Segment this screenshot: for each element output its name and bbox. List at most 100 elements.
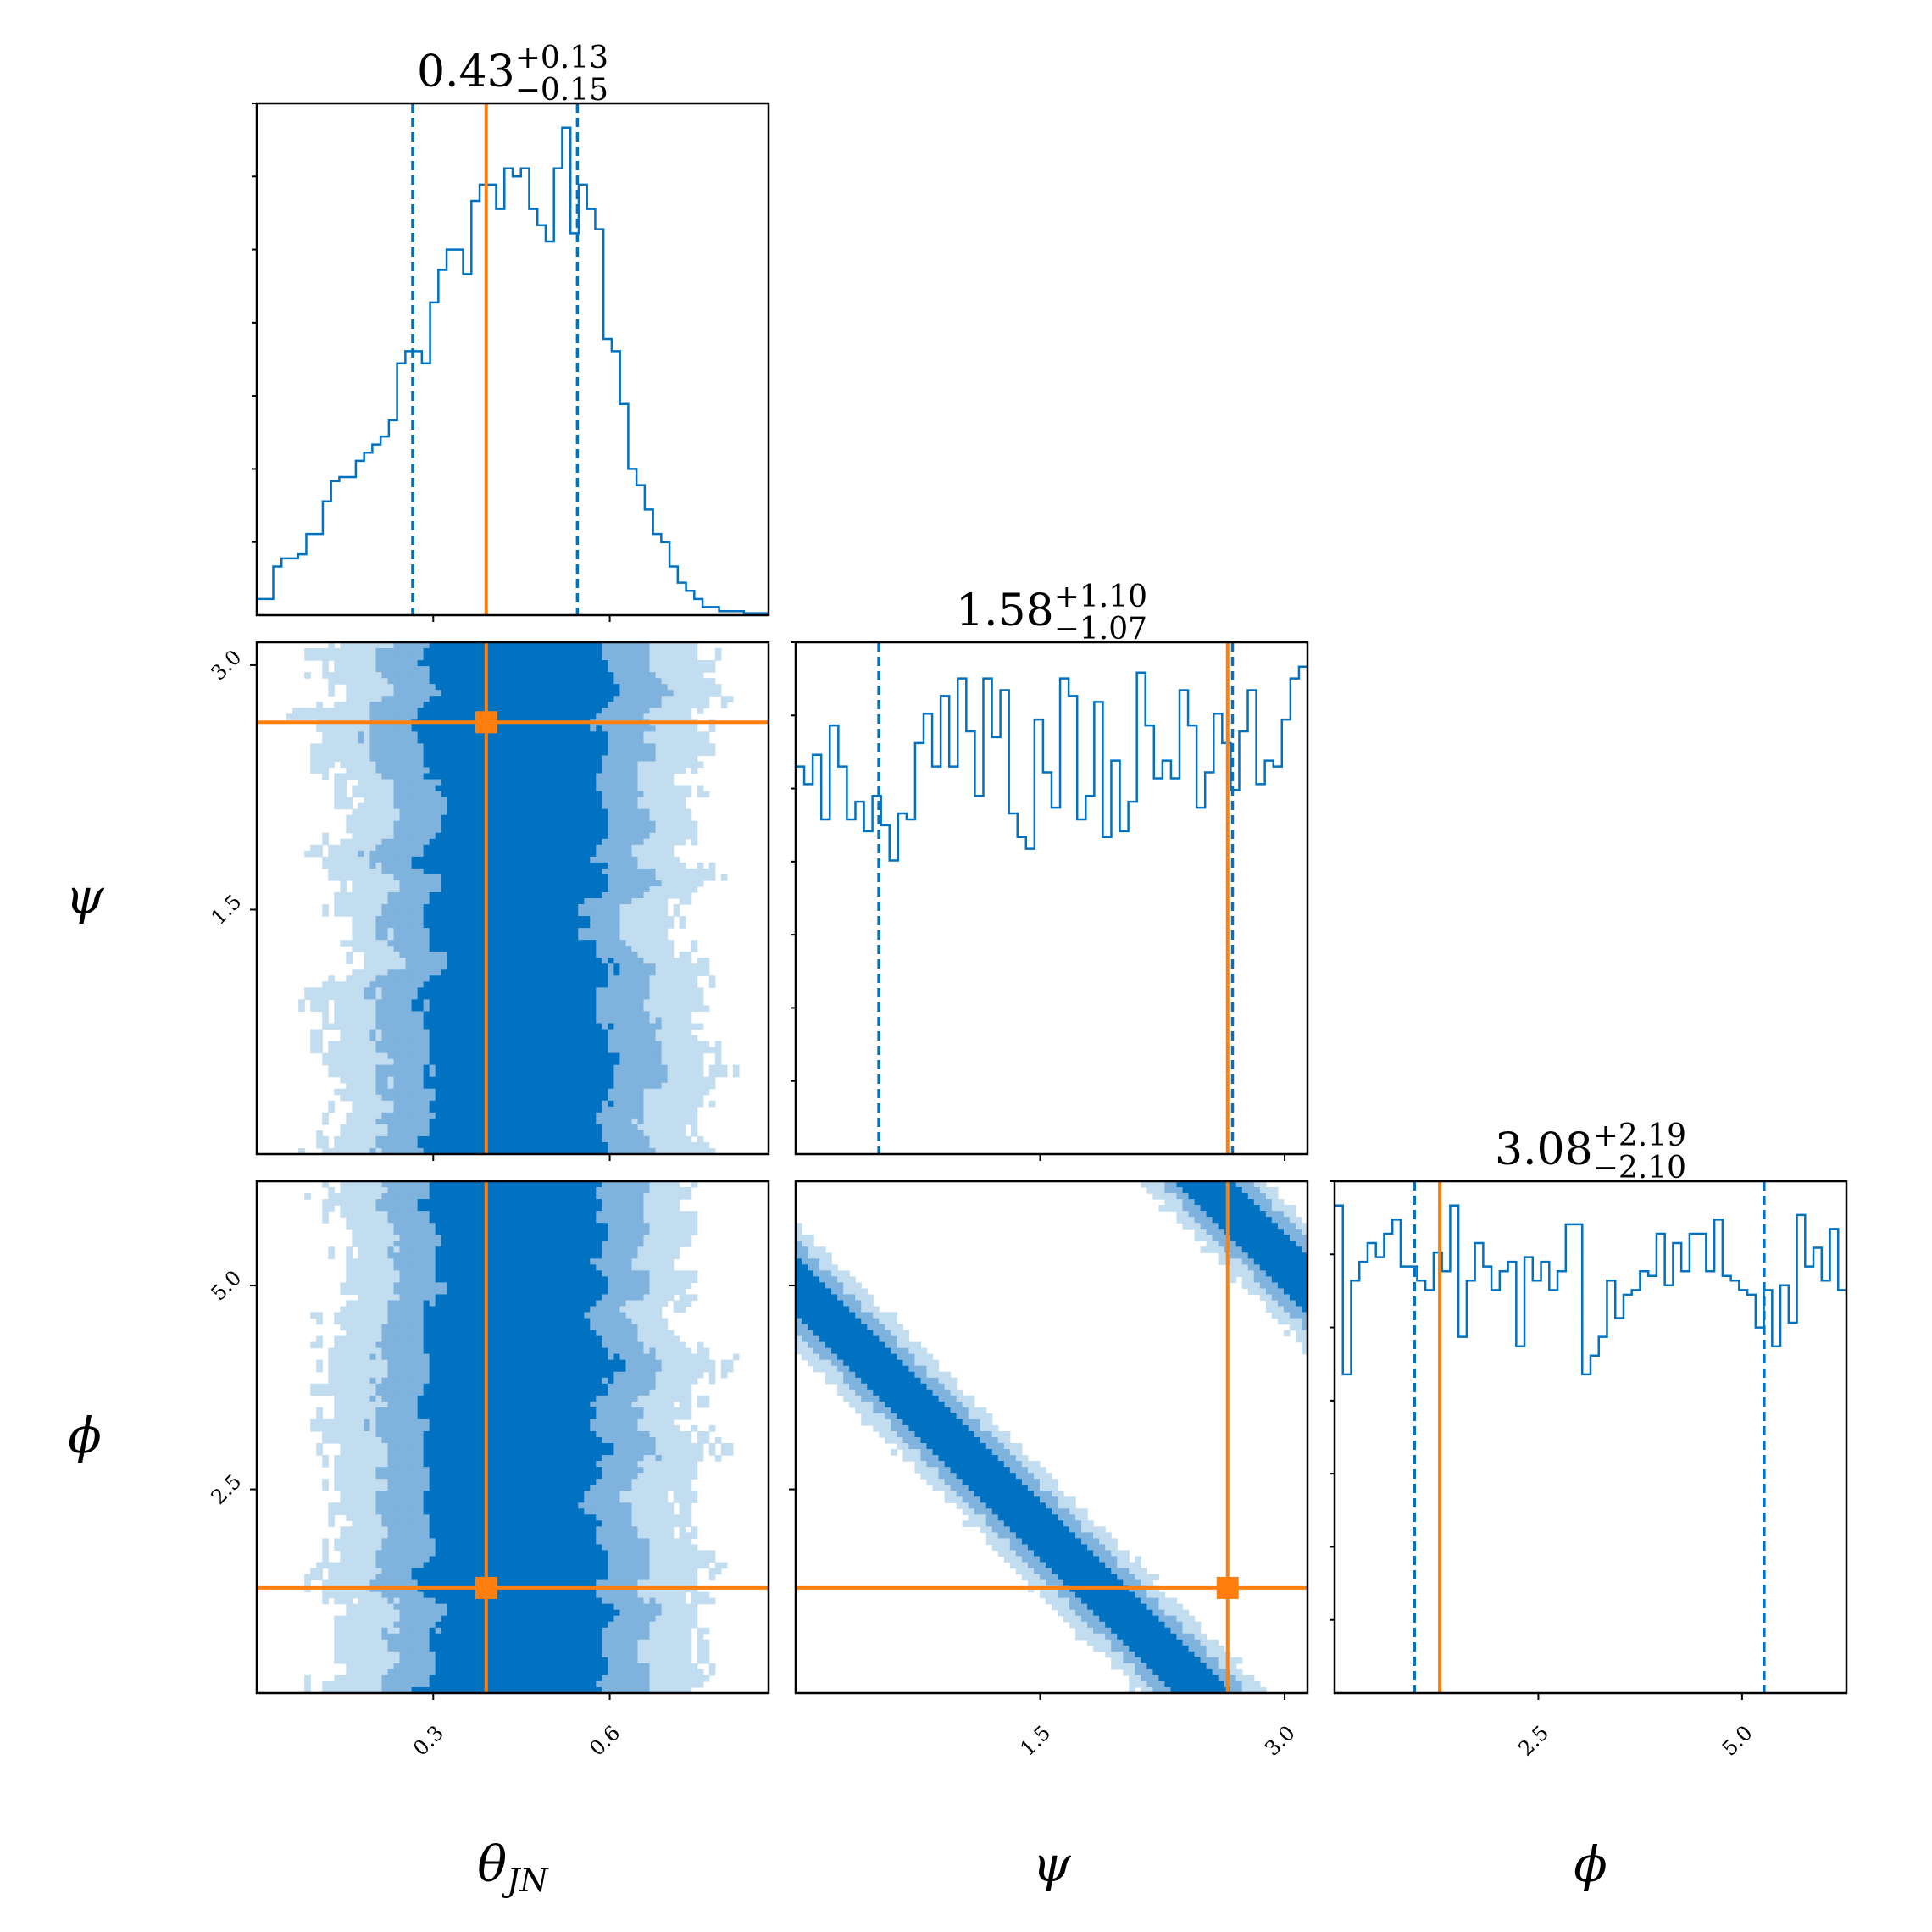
- density-cell: [387, 1135, 395, 1143]
- density-cell: [458, 844, 466, 852]
- density-cell: [500, 1141, 508, 1149]
- density-cell: [369, 702, 377, 708]
- density-cell: [596, 702, 602, 708]
- density-cell: [661, 1141, 669, 1149]
- density-cell: [525, 773, 531, 780]
- density-cell: [560, 702, 567, 708]
- density-cell: [661, 702, 669, 708]
- density-cell: [423, 987, 430, 994]
- density-cell: [340, 1046, 347, 1054]
- density-cell: [393, 779, 401, 786]
- density-cell: [631, 838, 639, 846]
- density-cell: [661, 880, 669, 887]
- density-cell: [602, 642, 608, 649]
- density-cell: [476, 820, 484, 828]
- density-cell: [369, 838, 377, 846]
- density-cell: [602, 981, 608, 988]
- density-cell: [655, 1070, 663, 1078]
- density-cell: [476, 1135, 484, 1143]
- density-cell: [548, 684, 555, 691]
- density-cell: [435, 963, 442, 970]
- density-cell: [661, 850, 669, 858]
- density-cell: [464, 1141, 472, 1149]
- density-cell: [649, 999, 657, 1007]
- density-cell: [584, 773, 591, 780]
- density-cell: [631, 891, 639, 899]
- density-cell: [417, 993, 425, 1000]
- density-cell: [602, 672, 608, 679]
- density-cell: [500, 832, 508, 840]
- density-cell: [399, 737, 407, 744]
- density-cell: [399, 844, 407, 852]
- density-cell: [619, 672, 627, 679]
- density-cell: [590, 1058, 597, 1066]
- density-cell: [417, 898, 425, 905]
- density-cell: [381, 797, 389, 804]
- density-cell: [369, 1112, 377, 1119]
- density-cell: [584, 1100, 591, 1108]
- density-cell: [435, 702, 442, 708]
- density-cell: [399, 940, 407, 947]
- density-cell: [578, 755, 585, 763]
- density-cell: [417, 743, 425, 751]
- density-cell: [566, 642, 573, 649]
- density-cell: [649, 755, 657, 763]
- density-cell: [405, 993, 413, 1000]
- density-cell: [584, 891, 591, 899]
- density-cell: [322, 648, 329, 655]
- density-cell: [405, 975, 413, 982]
- density-cell: [631, 654, 639, 661]
- density-cell: [435, 1046, 442, 1054]
- density-cell: [519, 952, 525, 958]
- density-cell: [452, 820, 460, 828]
- density-cell: [643, 802, 651, 810]
- density-cell: [464, 654, 472, 661]
- density-cell: [411, 862, 419, 869]
- density-cell: [423, 946, 430, 952]
- density-cell: [375, 1017, 383, 1024]
- density-cell: [458, 702, 466, 708]
- density-cell: [596, 648, 602, 655]
- density-cell: [464, 910, 472, 917]
- density-cell: [423, 1017, 430, 1024]
- density-cell: [590, 678, 597, 685]
- density-cell: [358, 1035, 365, 1042]
- density-cell: [584, 934, 591, 941]
- density-cell: [667, 791, 675, 798]
- density-cell: [405, 1141, 413, 1149]
- density-cell: [411, 838, 419, 846]
- density-cell: [637, 708, 645, 714]
- density-cell: [513, 791, 519, 798]
- density-cell: [513, 802, 519, 810]
- density-cell: [352, 934, 358, 941]
- density-cell: [464, 702, 472, 708]
- density-cell: [584, 1005, 591, 1013]
- density-cell: [364, 922, 371, 929]
- density-cell: [578, 797, 585, 804]
- density-cell: [458, 952, 466, 958]
- density-cell: [625, 684, 633, 691]
- density-cell: [619, 940, 627, 947]
- density-cell: [655, 1100, 663, 1108]
- density-cell: [649, 1135, 657, 1143]
- density-cell: [393, 702, 401, 708]
- density-cell: [655, 713, 663, 720]
- density-cell: [399, 1076, 407, 1084]
- density-cell: [423, 725, 430, 732]
- density-cell: [387, 1017, 395, 1024]
- density-cell: [393, 1112, 401, 1119]
- density-cell: [447, 755, 454, 763]
- density-cell: [358, 844, 365, 852]
- density-cell: [488, 773, 496, 780]
- density-cell: [364, 1094, 371, 1102]
- density-cell: [566, 797, 573, 804]
- density-cell: [452, 975, 460, 982]
- density-cell: [566, 1011, 573, 1019]
- density-cell: [578, 826, 585, 834]
- density-cell: [352, 886, 358, 893]
- density-cell: [619, 975, 627, 982]
- density-cell: [566, 826, 573, 834]
- density-cell: [536, 1124, 543, 1131]
- density-cell: [596, 826, 602, 834]
- density-cell: [494, 1029, 502, 1036]
